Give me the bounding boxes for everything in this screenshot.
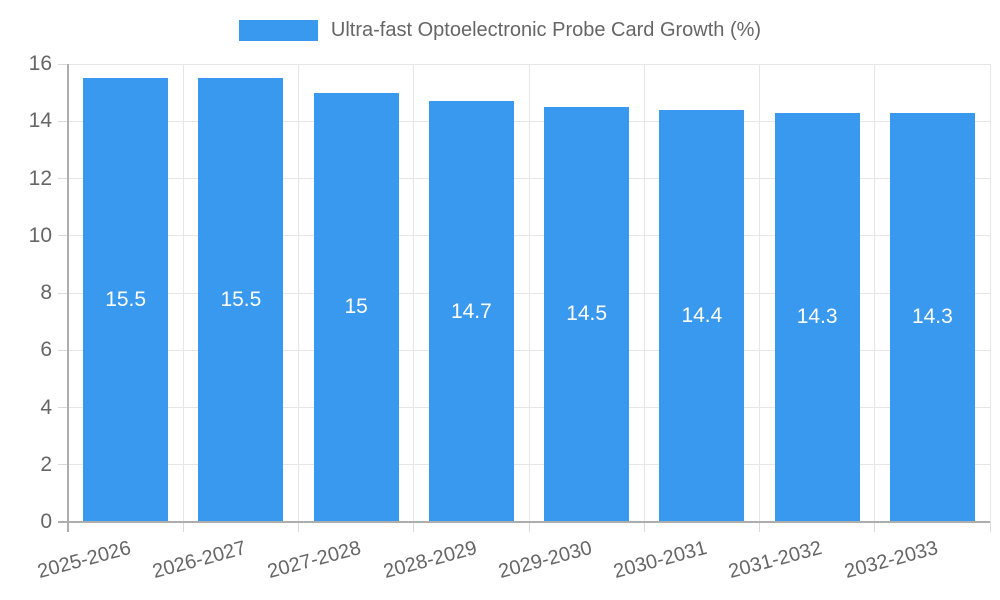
x-axis-tick-label: 2027-2028: [265, 537, 364, 584]
y-axis-line: [67, 64, 69, 532]
x-axis-tick: [874, 522, 876, 532]
y-axis-tick-label: 16: [28, 52, 52, 75]
plot-area: 15.5 15.5 15 14.7 14.5 14.4 14.3 14.3: [67, 63, 991, 523]
gridline-vertical: [643, 64, 645, 522]
bar-value-label: 14.4: [681, 303, 723, 327]
y-axis-tick-label: 2: [40, 452, 52, 476]
bar-value-label: 14.5: [566, 302, 608, 326]
bar[interactable]: 14.4: [659, 109, 745, 522]
gridline-vertical: [759, 64, 760, 522]
bar[interactable]: 14.3: [774, 112, 860, 522]
y-axis-tick: [58, 292, 68, 294]
bar-value-label: 15.5: [220, 288, 262, 312]
chart-legend[interactable]: Ultra-fast Optoelectronic Probe Card Gro…: [0, 18, 1000, 42]
x-axis-tick: [182, 522, 184, 532]
y-axis-tick: [58, 120, 68, 122]
bar[interactable]: 15: [313, 92, 399, 522]
y-axis-tick-label: 8: [40, 281, 52, 304]
bar-value-label: 14.3: [911, 305, 953, 329]
bar[interactable]: 14.5: [544, 106, 630, 522]
gridline-vertical: [182, 64, 184, 522]
x-axis-tick-label: 2030-2031: [611, 537, 710, 584]
bar-value-label: 15.5: [105, 288, 147, 312]
legend-swatch: [238, 19, 318, 41]
x-axis-tick-label: 2032-2033: [841, 537, 941, 584]
y-axis-tick-label: 12: [28, 166, 52, 190]
y-axis-tick-label: 6: [40, 338, 52, 362]
x-axis-tick-label: 2031-2032: [726, 537, 825, 584]
y-axis-tick-label: 14: [28, 109, 52, 133]
y-axis-tick: [58, 235, 68, 237]
bar-value-label: 14.3: [796, 305, 838, 329]
x-axis-tick: [989, 522, 991, 532]
x-axis-tick: [528, 522, 530, 532]
bar[interactable]: 14.3: [889, 112, 975, 522]
y-axis-tick: [58, 178, 68, 179]
x-axis-tick-label: 2029-2030: [496, 537, 595, 584]
gridline-vertical: [298, 64, 299, 522]
x-axis-tick-label: 2026-2027: [150, 537, 249, 584]
x-axis-tick: [413, 522, 415, 532]
bar-value-label: 14.7: [450, 299, 492, 323]
x-axis-tick: [298, 522, 299, 532]
gridline-vertical: [528, 64, 530, 522]
bar-value-label: 15: [344, 295, 368, 319]
bar[interactable]: 15.5: [83, 78, 169, 522]
x-axis-tick: [759, 522, 760, 532]
y-axis-tick-label: 0: [40, 510, 52, 533]
x-axis-tick-label: 2025-2026: [35, 537, 134, 584]
y-axis-tick-label: 4: [40, 395, 52, 419]
legend-label: Ultra-fast Optoelectronic Probe Card Gro…: [330, 19, 762, 41]
y-axis-tick: [58, 349, 68, 351]
y-axis-tick: [58, 63, 68, 65]
x-axis-tick: [643, 522, 645, 532]
bar[interactable]: 15.5: [198, 78, 284, 522]
gridline-vertical: [874, 64, 876, 522]
x-axis-line: [58, 521, 990, 523]
y-axis-tick-label: 10: [28, 223, 52, 247]
y-axis-tick: [58, 407, 68, 408]
x-axis-tick-label: 2028-2029: [380, 537, 480, 584]
gridline-vertical: [413, 64, 415, 522]
bar[interactable]: 14.7: [428, 101, 514, 522]
y-axis-tick: [58, 464, 68, 466]
gridline-vertical: [989, 64, 991, 522]
